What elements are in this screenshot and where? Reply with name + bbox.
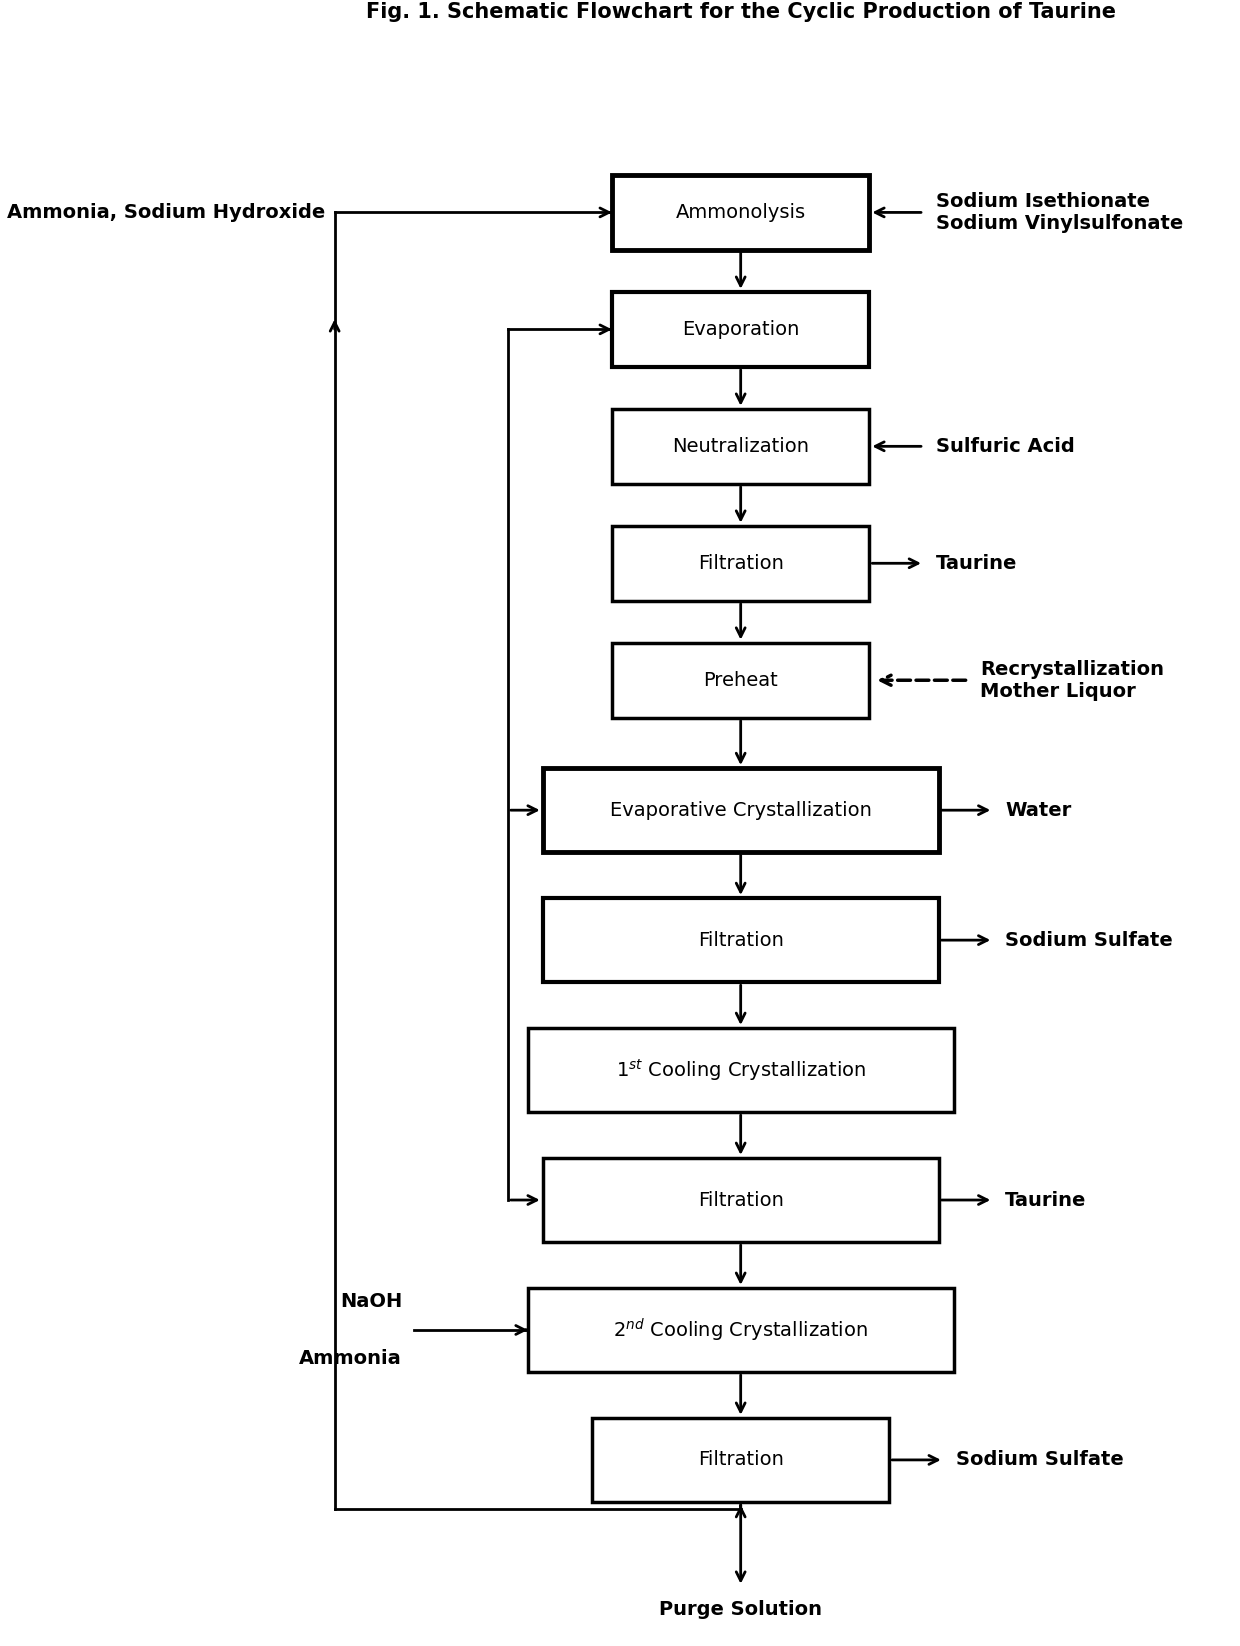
Text: Purge Solution: Purge Solution xyxy=(660,1600,822,1618)
Text: Neutralization: Neutralization xyxy=(672,436,810,456)
FancyBboxPatch shape xyxy=(528,1287,954,1373)
FancyBboxPatch shape xyxy=(528,1027,954,1113)
FancyBboxPatch shape xyxy=(613,174,869,250)
FancyBboxPatch shape xyxy=(613,642,869,718)
FancyBboxPatch shape xyxy=(543,1157,939,1243)
Text: Taurine: Taurine xyxy=(936,553,1017,573)
Text: Taurine: Taurine xyxy=(1006,1190,1086,1210)
Text: $2^{nd}$ Cooling Crystallization: $2^{nd}$ Cooling Crystallization xyxy=(614,1317,868,1343)
Text: Ammonia, Sodium Hydroxide: Ammonia, Sodium Hydroxide xyxy=(6,202,325,222)
Text: NaOH: NaOH xyxy=(340,1292,402,1310)
FancyBboxPatch shape xyxy=(613,525,869,601)
Text: Sodium Isethionate
Sodium Vinylsulfonate: Sodium Isethionate Sodium Vinylsulfonate xyxy=(936,193,1183,234)
Text: Evaporation: Evaporation xyxy=(682,319,800,339)
FancyBboxPatch shape xyxy=(543,769,939,853)
Text: Sodium Sulfate: Sodium Sulfate xyxy=(1006,930,1173,950)
FancyBboxPatch shape xyxy=(593,1417,889,1503)
Text: Water: Water xyxy=(1006,800,1071,820)
Text: Preheat: Preheat xyxy=(703,670,777,690)
Text: Sodium Sulfate: Sodium Sulfate xyxy=(956,1450,1123,1470)
Text: Filtration: Filtration xyxy=(698,1190,784,1210)
Text: $1^{st}$ Cooling Crystallization: $1^{st}$ Cooling Crystallization xyxy=(616,1057,866,1083)
Text: Filtration: Filtration xyxy=(698,1450,784,1470)
FancyBboxPatch shape xyxy=(613,291,869,367)
FancyBboxPatch shape xyxy=(543,897,939,983)
Text: Sulfuric Acid: Sulfuric Acid xyxy=(936,436,1075,456)
Text: Fig. 1. Schematic Flowchart for the Cyclic Production of Taurine: Fig. 1. Schematic Flowchart for the Cycl… xyxy=(366,2,1116,23)
Text: Evaporative Crystallization: Evaporative Crystallization xyxy=(610,800,872,820)
Text: Filtration: Filtration xyxy=(698,553,784,573)
Text: Recrystallization
Mother Liquor: Recrystallization Mother Liquor xyxy=(981,660,1164,701)
Text: Ammonolysis: Ammonolysis xyxy=(676,202,806,222)
Text: Filtration: Filtration xyxy=(698,930,784,950)
Text: Ammonia: Ammonia xyxy=(299,1350,402,1368)
FancyBboxPatch shape xyxy=(613,408,869,484)
